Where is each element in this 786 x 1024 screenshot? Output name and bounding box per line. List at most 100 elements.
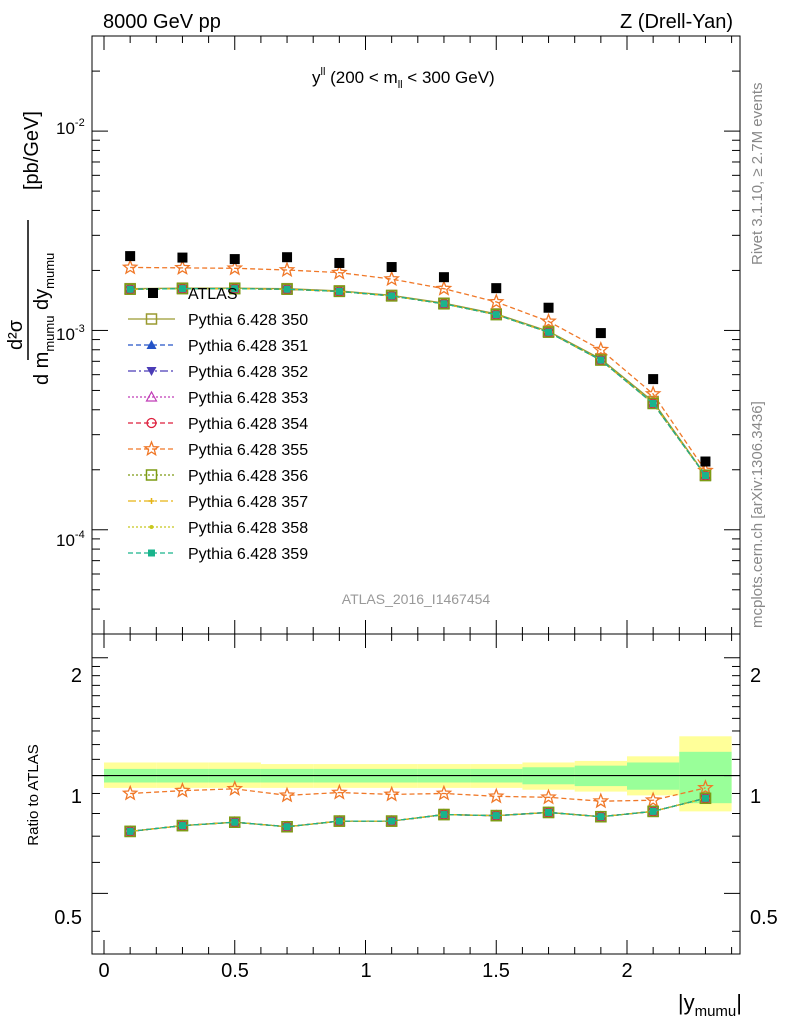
ytick-label-1e-2: 10-2 <box>56 117 85 138</box>
ratio-line-355 <box>130 787 706 802</box>
series-point-355 <box>435 279 453 296</box>
ratio-point-355 <box>697 779 714 796</box>
xtick-label-1.5: 1.5 <box>482 960 510 982</box>
legend-marker-358 <box>149 525 154 529</box>
atlas-data-group <box>125 251 711 467</box>
ratio-x-ticks <box>103 634 733 954</box>
x-axis-label: |ymumu| <box>678 990 742 1020</box>
series-point-359 <box>440 300 448 308</box>
series-point-359 <box>283 285 291 293</box>
atlas-data-point <box>282 252 293 263</box>
legend-label-351: Pythia 6.428 351 <box>188 338 308 355</box>
atlas-data-point <box>491 283 502 294</box>
legend-label-357: Pythia 6.428 357 <box>188 494 308 511</box>
atlas-data-point <box>177 252 188 263</box>
legend-marker-356 <box>145 469 158 481</box>
series-point-355 <box>540 312 557 329</box>
analysis-id: ATLAS_2016_I1467454 <box>342 591 491 607</box>
series-point-359 <box>335 287 343 295</box>
series-point-355 <box>383 270 400 287</box>
series-point-359 <box>649 400 657 408</box>
legend-marker-359 <box>148 549 155 557</box>
xtick-label-0: 0 <box>98 960 109 982</box>
ratio-point-355 <box>331 783 348 800</box>
ratio-point-359 <box>492 812 500 820</box>
ratio-series-group <box>121 779 714 838</box>
main-frame <box>91 35 741 635</box>
ratio-point-359 <box>545 808 553 816</box>
series-line-359 <box>130 288 706 476</box>
legend-label-359: Pythia 6.428 359 <box>188 546 308 563</box>
ratio-ytick-2-right: 2 <box>750 665 761 687</box>
ratio-point-359 <box>126 827 134 835</box>
process-label: Z (Drell-Yan) <box>620 11 733 33</box>
series-point-359 <box>545 328 553 336</box>
main-panel: 10-2 10-3 10-4 yll (200 < mll < 300 GeV)… <box>5 35 741 635</box>
series-point-355 <box>226 259 244 276</box>
ratio-point-355 <box>592 792 610 809</box>
series-point-355 <box>487 293 505 310</box>
legend-marker-354 <box>146 417 157 429</box>
atlas-data-point <box>438 272 449 283</box>
xtick-label-1: 1 <box>360 960 371 982</box>
series-point-359 <box>701 472 709 480</box>
atlas-data-point <box>125 251 136 262</box>
legend-marker-355 <box>143 440 160 457</box>
ratio-y-ticks <box>92 657 740 932</box>
legend-label-354: Pythia 6.428 354 <box>188 416 308 433</box>
series-point-356 <box>542 326 555 338</box>
legend-atlas-marker <box>148 288 158 298</box>
ratio-y-axis-label: Ratio to ATLAS <box>25 744 42 845</box>
series-point-356 <box>438 298 450 310</box>
atlas-data-point <box>700 456 711 467</box>
ratio-point-355 <box>121 784 139 801</box>
ylabel-denominator: d mmumu dymumu <box>31 253 57 385</box>
ratio-point-355 <box>487 787 505 804</box>
series-point-355 <box>174 259 191 275</box>
atlas-data-point <box>334 257 345 268</box>
ratio-point-359 <box>701 794 709 802</box>
series-point-359 <box>388 292 396 300</box>
series-point-359 <box>492 311 500 319</box>
ratio-point-355 <box>383 785 401 802</box>
series-point-355 <box>121 258 139 275</box>
ratio-uncertainty-bands <box>92 736 740 812</box>
legend-marker-357 <box>148 498 155 504</box>
series-line-355 <box>130 266 706 472</box>
series-point-359 <box>597 356 605 364</box>
main-series-group <box>121 258 714 482</box>
legend-label-358: Pythia 6.428 358 <box>188 520 308 537</box>
ratio-point-355 <box>278 786 296 803</box>
ratio-point-355 <box>226 779 244 796</box>
series-point-355 <box>278 261 296 278</box>
energy-label: 8000 GeV pp <box>103 11 221 33</box>
ratio-frame <box>91 633 741 955</box>
legend-label-353: Pythia 6.428 353 <box>188 390 308 407</box>
ratio-point-355 <box>540 788 557 805</box>
ratio-point-359 <box>283 823 291 831</box>
ytick-label-1e-4: 10-4 <box>56 529 85 550</box>
atlas-data-point <box>386 262 397 273</box>
legend-marker-351 <box>146 340 157 349</box>
ratio-ytick-1: 1 <box>71 786 82 808</box>
legend-label-355: Pythia 6.428 355 <box>188 442 308 459</box>
mcplots-label: mcplots.cern.ch [arXiv:1306.3436] <box>749 401 766 628</box>
series-point-355 <box>331 263 348 280</box>
series-point-355 <box>644 385 662 402</box>
series-point-355 <box>592 341 610 357</box>
ratio-line-359 <box>130 797 706 833</box>
legend-label-356: Pythia 6.428 356 <box>188 468 308 485</box>
main-y-ticks <box>92 35 740 635</box>
atlas-data-point <box>648 374 659 385</box>
ratio-ytick-1-right: 1 <box>750 786 761 808</box>
ratio-point-359 <box>178 822 186 830</box>
ratio-point-355 <box>435 784 453 801</box>
legend-marker-353 <box>145 390 158 402</box>
main-y-axis-label: d²σ d mmumu dymumu [pb/GeV] <box>5 111 57 385</box>
ratio-point-359 <box>231 818 239 826</box>
xtick-label-0.5: 0.5 <box>221 960 249 982</box>
main-title: yll (200 < mll < 300 GeV) <box>312 66 495 91</box>
ratio-point-359 <box>335 817 343 825</box>
atlas-data-point <box>595 328 606 339</box>
